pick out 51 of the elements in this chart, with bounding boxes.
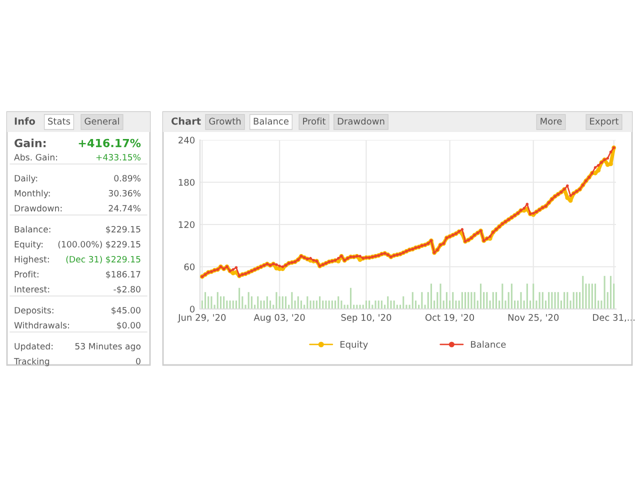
text: Abs. Gain: [14, 154, 58, 160]
text: 30.36% [108, 190, 141, 196]
text: Profit: [14, 270, 38, 278]
text: 24.74% [108, 204, 141, 212]
x-tick-label: Aug 03, '20 [254, 314, 305, 323]
legend-label: Balance [471, 340, 506, 348]
text: Deposits: [14, 306, 54, 316]
x-tick-label: Dec 31,... [593, 314, 635, 322]
text: Stats [48, 118, 70, 125]
text: Interest: [14, 286, 50, 292]
text: +433.15% [96, 154, 141, 160]
text: 0 [136, 358, 140, 364]
text: $45.00 [112, 306, 140, 315]
text: Balance [254, 118, 289, 125]
x-tick-label: Sep 10, '20 [341, 314, 392, 323]
y-tick-label: 60 [184, 263, 195, 270]
text: 0.89% [114, 174, 141, 182]
text: $0.00 [117, 322, 140, 330]
text: Gain: [14, 138, 46, 148]
text: Tracking [14, 358, 50, 366]
text: 53 Minutes ago [75, 342, 141, 352]
text: Highest: [14, 256, 49, 264]
text: Balance: [14, 226, 50, 232]
text: (100.00%) $229.15 [58, 240, 140, 249]
x-tick-label: Nov 25, '20 [508, 314, 559, 322]
chart-title: Chart [171, 117, 201, 125]
text: $229.15 [106, 226, 140, 234]
text: Drawdown [338, 118, 384, 125]
text: Export [590, 118, 619, 126]
x-tick-label: Oct 19, '20 [425, 314, 474, 322]
text: Drawdown: [14, 204, 62, 212]
legend-label: Equity [340, 340, 368, 350]
text: +416.17% [78, 138, 141, 148]
text: Growth [209, 118, 241, 125]
y-tick-label: 180 [178, 178, 195, 186]
text: (Dec 31) $229.15 [66, 256, 140, 264]
y-tick-label: 120 [178, 221, 195, 228]
text: Profit [303, 118, 326, 125]
text: Withdrawals: [14, 322, 69, 328]
y-tick-label: 240 [178, 136, 195, 144]
text: Monthly: [14, 190, 50, 198]
x-tick-label: Jun 29, '20 [178, 314, 226, 323]
text: Daily: [14, 174, 38, 184]
text: $186.17 [106, 270, 140, 279]
text: More [540, 118, 562, 125]
text: -$2.80 [114, 286, 140, 294]
text: General [84, 118, 119, 125]
text: Info [14, 117, 36, 125]
y-tick-label: 0 [190, 306, 195, 313]
text: Updated: [14, 342, 53, 352]
text: Equity: [14, 240, 42, 250]
